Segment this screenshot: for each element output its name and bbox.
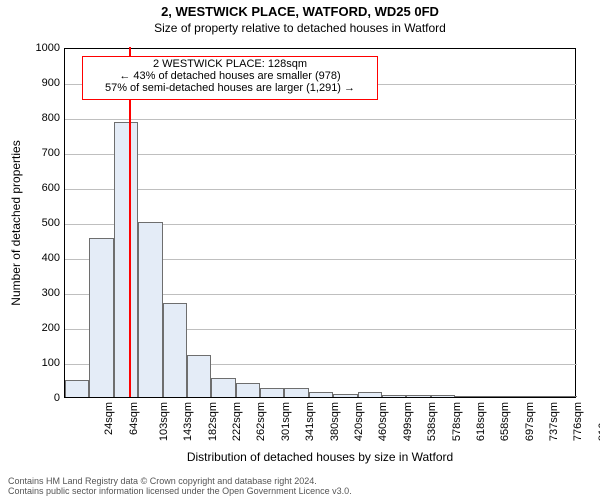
x-axis-label: Distribution of detached houses by size …: [187, 450, 453, 464]
chart-title: 2, WESTWICK PLACE, WATFORD, WD25 0FD: [0, 0, 600, 19]
histogram-bar: [504, 396, 528, 397]
histogram-bar: [358, 392, 382, 397]
footer: Contains HM Land Registry data © Crown c…: [0, 476, 600, 496]
histogram-bar: [333, 394, 357, 398]
x-tick-label: 103sqm: [158, 402, 170, 441]
footer-line: Contains HM Land Registry data © Crown c…: [0, 476, 600, 486]
histogram-bar: [89, 238, 113, 397]
x-tick-label: 143sqm: [182, 402, 194, 441]
y-tick-label: 800: [20, 112, 60, 124]
y-tick-label: 900: [20, 77, 60, 89]
y-gridline: [65, 119, 577, 120]
y-tick-label: 700: [20, 147, 60, 159]
histogram-bar: [309, 392, 333, 397]
histogram-bar: [236, 383, 260, 397]
x-tick-label: 697sqm: [524, 402, 536, 441]
x-tick-label: 380sqm: [329, 402, 341, 441]
y-gridline: [65, 154, 577, 155]
histogram-bar: [65, 380, 89, 398]
histogram-bar: [406, 395, 430, 397]
y-tick-label: 600: [20, 182, 60, 194]
histogram-bar: [284, 388, 308, 397]
histogram-bar: [260, 388, 284, 397]
y-gridline: [65, 189, 577, 190]
chart-subtitle: Size of property relative to detached ho…: [0, 19, 600, 35]
x-tick-label: 618sqm: [475, 402, 487, 441]
x-tick-label: 499sqm: [402, 402, 414, 441]
histogram-bar: [138, 222, 162, 397]
histogram-bar: [431, 395, 455, 397]
x-tick-label: 658sqm: [499, 402, 511, 441]
x-tick-label: 341sqm: [304, 402, 316, 441]
x-tick-label: 301sqm: [280, 402, 292, 441]
histogram-bar: [187, 355, 211, 397]
histogram-bar: [455, 396, 479, 397]
annotation-box: 2 WESTWICK PLACE: 128sqm← 43% of detache…: [82, 56, 378, 100]
x-tick-label: 538sqm: [426, 402, 438, 441]
y-tick-label: 200: [20, 322, 60, 334]
x-tick-label: 24sqm: [103, 402, 115, 435]
footer-line: Contains public sector information licen…: [0, 486, 600, 496]
histogram-bar: [528, 396, 552, 397]
annotation-line: 57% of semi-detached houses are larger (…: [87, 82, 373, 94]
y-tick-label: 0: [20, 392, 60, 404]
x-tick-label: 222sqm: [231, 402, 243, 441]
x-tick-label: 737sqm: [548, 402, 560, 441]
x-tick-label: 420sqm: [353, 402, 365, 441]
annotation-line: 2 WESTWICK PLACE: 128sqm: [87, 58, 373, 70]
x-tick-label: 460sqm: [378, 402, 390, 441]
x-tick-label: 182sqm: [207, 402, 219, 441]
plot-area: [64, 48, 576, 398]
histogram-bar: [479, 396, 503, 397]
histogram-bar: [114, 122, 138, 397]
x-tick-label: 776sqm: [573, 402, 585, 441]
y-tick-label: 300: [20, 287, 60, 299]
histogram-bar: [211, 378, 235, 397]
x-tick-label: 578sqm: [451, 402, 463, 441]
y-tick-label: 100: [20, 357, 60, 369]
annotation-line: ← 43% of detached houses are smaller (97…: [87, 70, 373, 82]
y-tick-label: 500: [20, 217, 60, 229]
y-tick-label: 400: [20, 252, 60, 264]
x-tick-label: 262sqm: [256, 402, 268, 441]
x-tick-label: 64sqm: [128, 402, 140, 435]
histogram-bar: [382, 395, 406, 397]
histogram-bar: [163, 303, 187, 398]
histogram-bar: [553, 396, 577, 397]
y-tick-label: 1000: [20, 42, 60, 54]
